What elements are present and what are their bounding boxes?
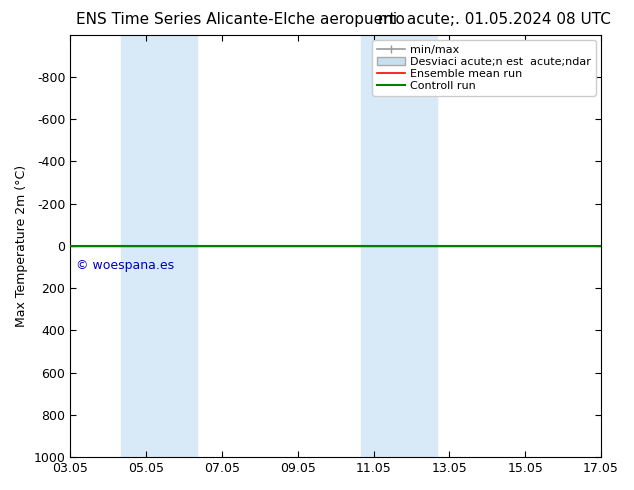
Text: © woespana.es: © woespana.es [76, 259, 174, 271]
Y-axis label: Max Temperature 2m (°C): Max Temperature 2m (°C) [15, 165, 28, 327]
Text: ENS Time Series Alicante-Elche aeropuerto: ENS Time Series Alicante-Elche aeropuert… [77, 12, 405, 27]
Bar [361, 35, 437, 457]
Text: mi  acute;. 01.05.2024 08 UTC: mi acute;. 01.05.2024 08 UTC [378, 12, 611, 27]
Legend: min/max, Desviaci acute;n est  acute;ndar, Ensemble mean run, Controll run: min/max, Desviaci acute;n est acute;ndar… [372, 40, 595, 96]
Bar [120, 35, 197, 457]
